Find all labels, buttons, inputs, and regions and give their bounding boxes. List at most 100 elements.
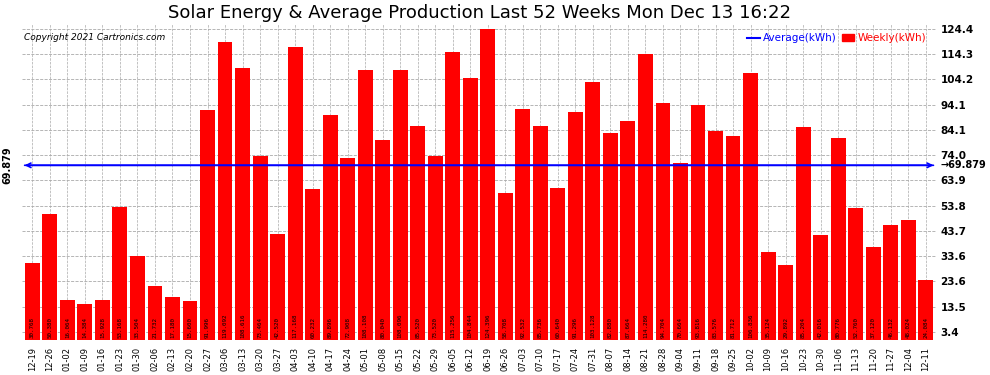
Bar: [865, 248, 881, 340]
Text: 85.204: 85.204: [801, 317, 806, 338]
Bar: [550, 189, 565, 340]
Bar: [375, 140, 390, 340]
Text: 60.232: 60.232: [310, 317, 315, 338]
Bar: [778, 266, 793, 340]
Text: 35.124: 35.124: [765, 317, 770, 338]
Bar: [341, 158, 355, 340]
Bar: [760, 252, 775, 340]
Bar: [568, 112, 583, 340]
Text: 81.712: 81.712: [731, 317, 736, 338]
Bar: [726, 136, 741, 340]
Text: 21.732: 21.732: [152, 317, 157, 338]
Text: 48.024: 48.024: [906, 317, 911, 338]
Bar: [655, 103, 670, 340]
Text: 82.880: 82.880: [608, 317, 613, 338]
Bar: [621, 121, 636, 340]
Bar: [585, 82, 600, 340]
Bar: [673, 164, 688, 340]
Bar: [393, 70, 408, 340]
Text: 33.504: 33.504: [135, 317, 140, 338]
Bar: [919, 280, 934, 340]
Text: 117.168: 117.168: [293, 314, 298, 338]
Text: 73.464: 73.464: [257, 317, 262, 338]
Text: 83.576: 83.576: [713, 317, 718, 338]
Bar: [60, 300, 75, 340]
Text: 50.380: 50.380: [48, 317, 52, 338]
Legend: Average(kWh), Weekly(kWh): Average(kWh), Weekly(kWh): [742, 29, 931, 48]
Bar: [480, 29, 495, 340]
Text: 37.120: 37.120: [870, 317, 876, 338]
Text: 42.016: 42.016: [818, 317, 823, 338]
Text: 46.132: 46.132: [888, 317, 893, 338]
Bar: [901, 220, 916, 340]
Text: 93.816: 93.816: [696, 317, 701, 338]
Bar: [270, 234, 285, 340]
Text: 91.996: 91.996: [205, 317, 210, 338]
Bar: [43, 214, 57, 340]
Text: 14.384: 14.384: [82, 317, 87, 338]
Text: 69.879: 69.879: [3, 147, 13, 184]
Bar: [638, 54, 652, 340]
Bar: [428, 156, 443, 340]
Bar: [323, 115, 338, 340]
Bar: [357, 69, 372, 341]
Bar: [235, 68, 250, 340]
Bar: [708, 131, 723, 340]
Bar: [95, 300, 110, 340]
Text: 29.892: 29.892: [783, 317, 788, 338]
Bar: [796, 127, 811, 341]
Text: 85.520: 85.520: [415, 317, 420, 338]
Bar: [463, 78, 478, 340]
Text: 30.768: 30.768: [30, 317, 35, 338]
Bar: [516, 108, 531, 340]
Text: 52.760: 52.760: [853, 317, 858, 338]
Bar: [25, 263, 40, 340]
Text: 24.084: 24.084: [924, 317, 929, 338]
Text: 60.640: 60.640: [555, 317, 560, 338]
Bar: [113, 207, 128, 340]
Bar: [288, 47, 303, 340]
Text: 58.708: 58.708: [503, 317, 508, 338]
Text: 53.168: 53.168: [118, 317, 123, 338]
Text: 16.064: 16.064: [65, 317, 70, 338]
Bar: [848, 208, 863, 340]
Bar: [165, 297, 180, 340]
Text: 114.280: 114.280: [643, 314, 648, 338]
Bar: [498, 193, 513, 340]
Text: 80.776: 80.776: [836, 317, 841, 338]
Text: 91.296: 91.296: [573, 317, 578, 338]
Title: Solar Energy & Average Production Last 52 Weeks Mon Dec 13 16:22: Solar Energy & Average Production Last 5…: [167, 4, 791, 22]
Text: 108.096: 108.096: [398, 314, 403, 338]
Bar: [533, 126, 547, 340]
Text: 42.520: 42.520: [275, 317, 280, 338]
Bar: [182, 301, 197, 340]
Text: 73.520: 73.520: [433, 317, 438, 338]
Text: 124.396: 124.396: [485, 314, 490, 338]
Text: →69.879: →69.879: [940, 160, 987, 170]
Bar: [691, 105, 706, 340]
Text: Copyright 2021 Cartronics.com: Copyright 2021 Cartronics.com: [24, 33, 165, 42]
Text: 94.704: 94.704: [660, 317, 665, 338]
Text: 87.664: 87.664: [626, 317, 631, 338]
Bar: [446, 52, 460, 340]
Text: 92.532: 92.532: [521, 317, 526, 338]
Bar: [218, 42, 233, 340]
Text: 106.836: 106.836: [748, 314, 753, 338]
Text: 80.040: 80.040: [380, 317, 385, 338]
Bar: [603, 133, 618, 340]
Bar: [148, 286, 162, 340]
Bar: [305, 189, 320, 340]
Text: 85.736: 85.736: [538, 317, 543, 338]
Bar: [410, 126, 425, 341]
Bar: [200, 110, 215, 340]
Text: 17.180: 17.180: [170, 317, 175, 338]
Bar: [813, 235, 828, 340]
Bar: [883, 225, 898, 340]
Text: 108.108: 108.108: [362, 314, 367, 338]
Bar: [252, 156, 267, 340]
Text: 103.128: 103.128: [590, 314, 595, 338]
Text: 15.600: 15.600: [187, 317, 192, 338]
Text: 15.928: 15.928: [100, 317, 105, 338]
Text: 89.896: 89.896: [328, 317, 333, 338]
Bar: [130, 256, 145, 340]
